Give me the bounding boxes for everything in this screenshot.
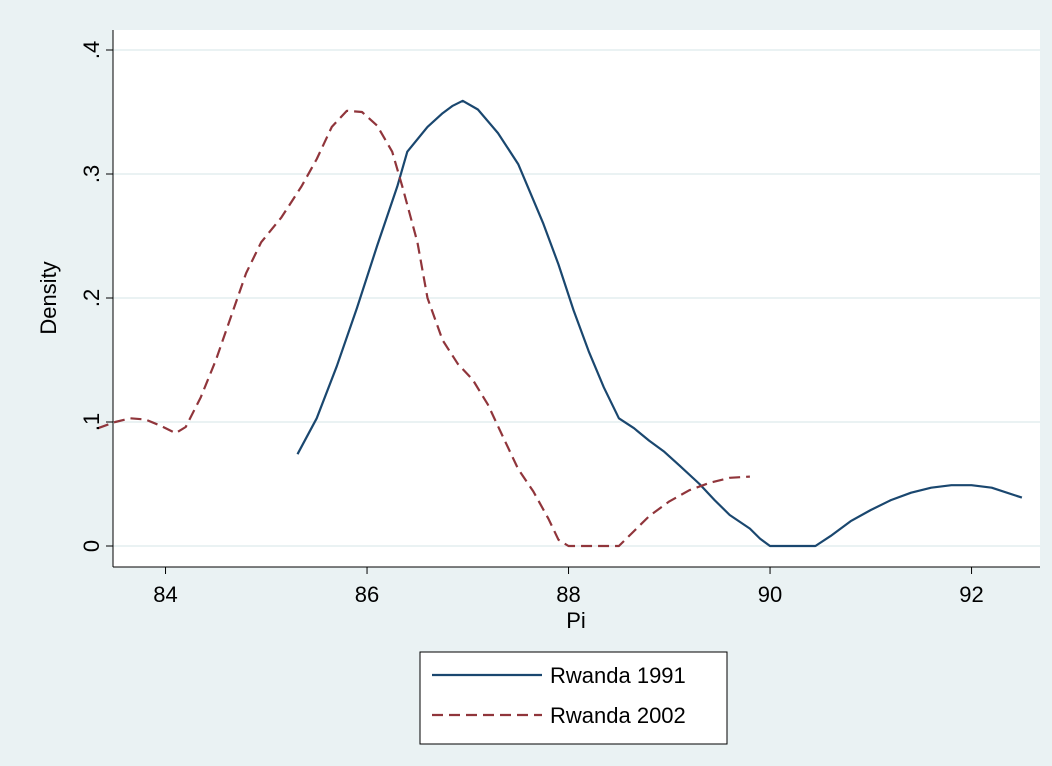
x-axis-title: Pi: [566, 608, 586, 633]
x-tick-label: 86: [355, 582, 379, 607]
series-line-rwanda-1991: [296, 99, 1023, 548]
series-lines: [97, 99, 1023, 548]
legend-label-rwanda-2002: Rwanda 2002: [550, 703, 686, 728]
y-tick-label: .3: [79, 165, 104, 183]
x-ticks: 84 86 88 90 92: [153, 567, 984, 607]
y-tick-label: 0: [79, 540, 104, 552]
y-axis-title: Density: [36, 261, 61, 334]
y-ticks: 0 .1 .2 .3 .4: [79, 41, 113, 552]
legend-box: [419, 651, 728, 745]
x-tick-label: 92: [959, 582, 983, 607]
legend: Rwanda 1991 Rwanda 2002: [419, 651, 728, 745]
series-line-rwanda-2002: [97, 109, 750, 548]
y-tick-label: .4: [79, 41, 104, 59]
x-tick-label: 88: [556, 582, 580, 607]
x-tick-label: 84: [153, 582, 177, 607]
x-tick-label: 90: [758, 582, 782, 607]
y-tick-label: .1: [79, 413, 104, 431]
gridlines: [113, 49, 1040, 547]
y-tick-label: .2: [79, 289, 104, 307]
legend-label-rwanda-1991: Rwanda 1991: [550, 663, 686, 688]
